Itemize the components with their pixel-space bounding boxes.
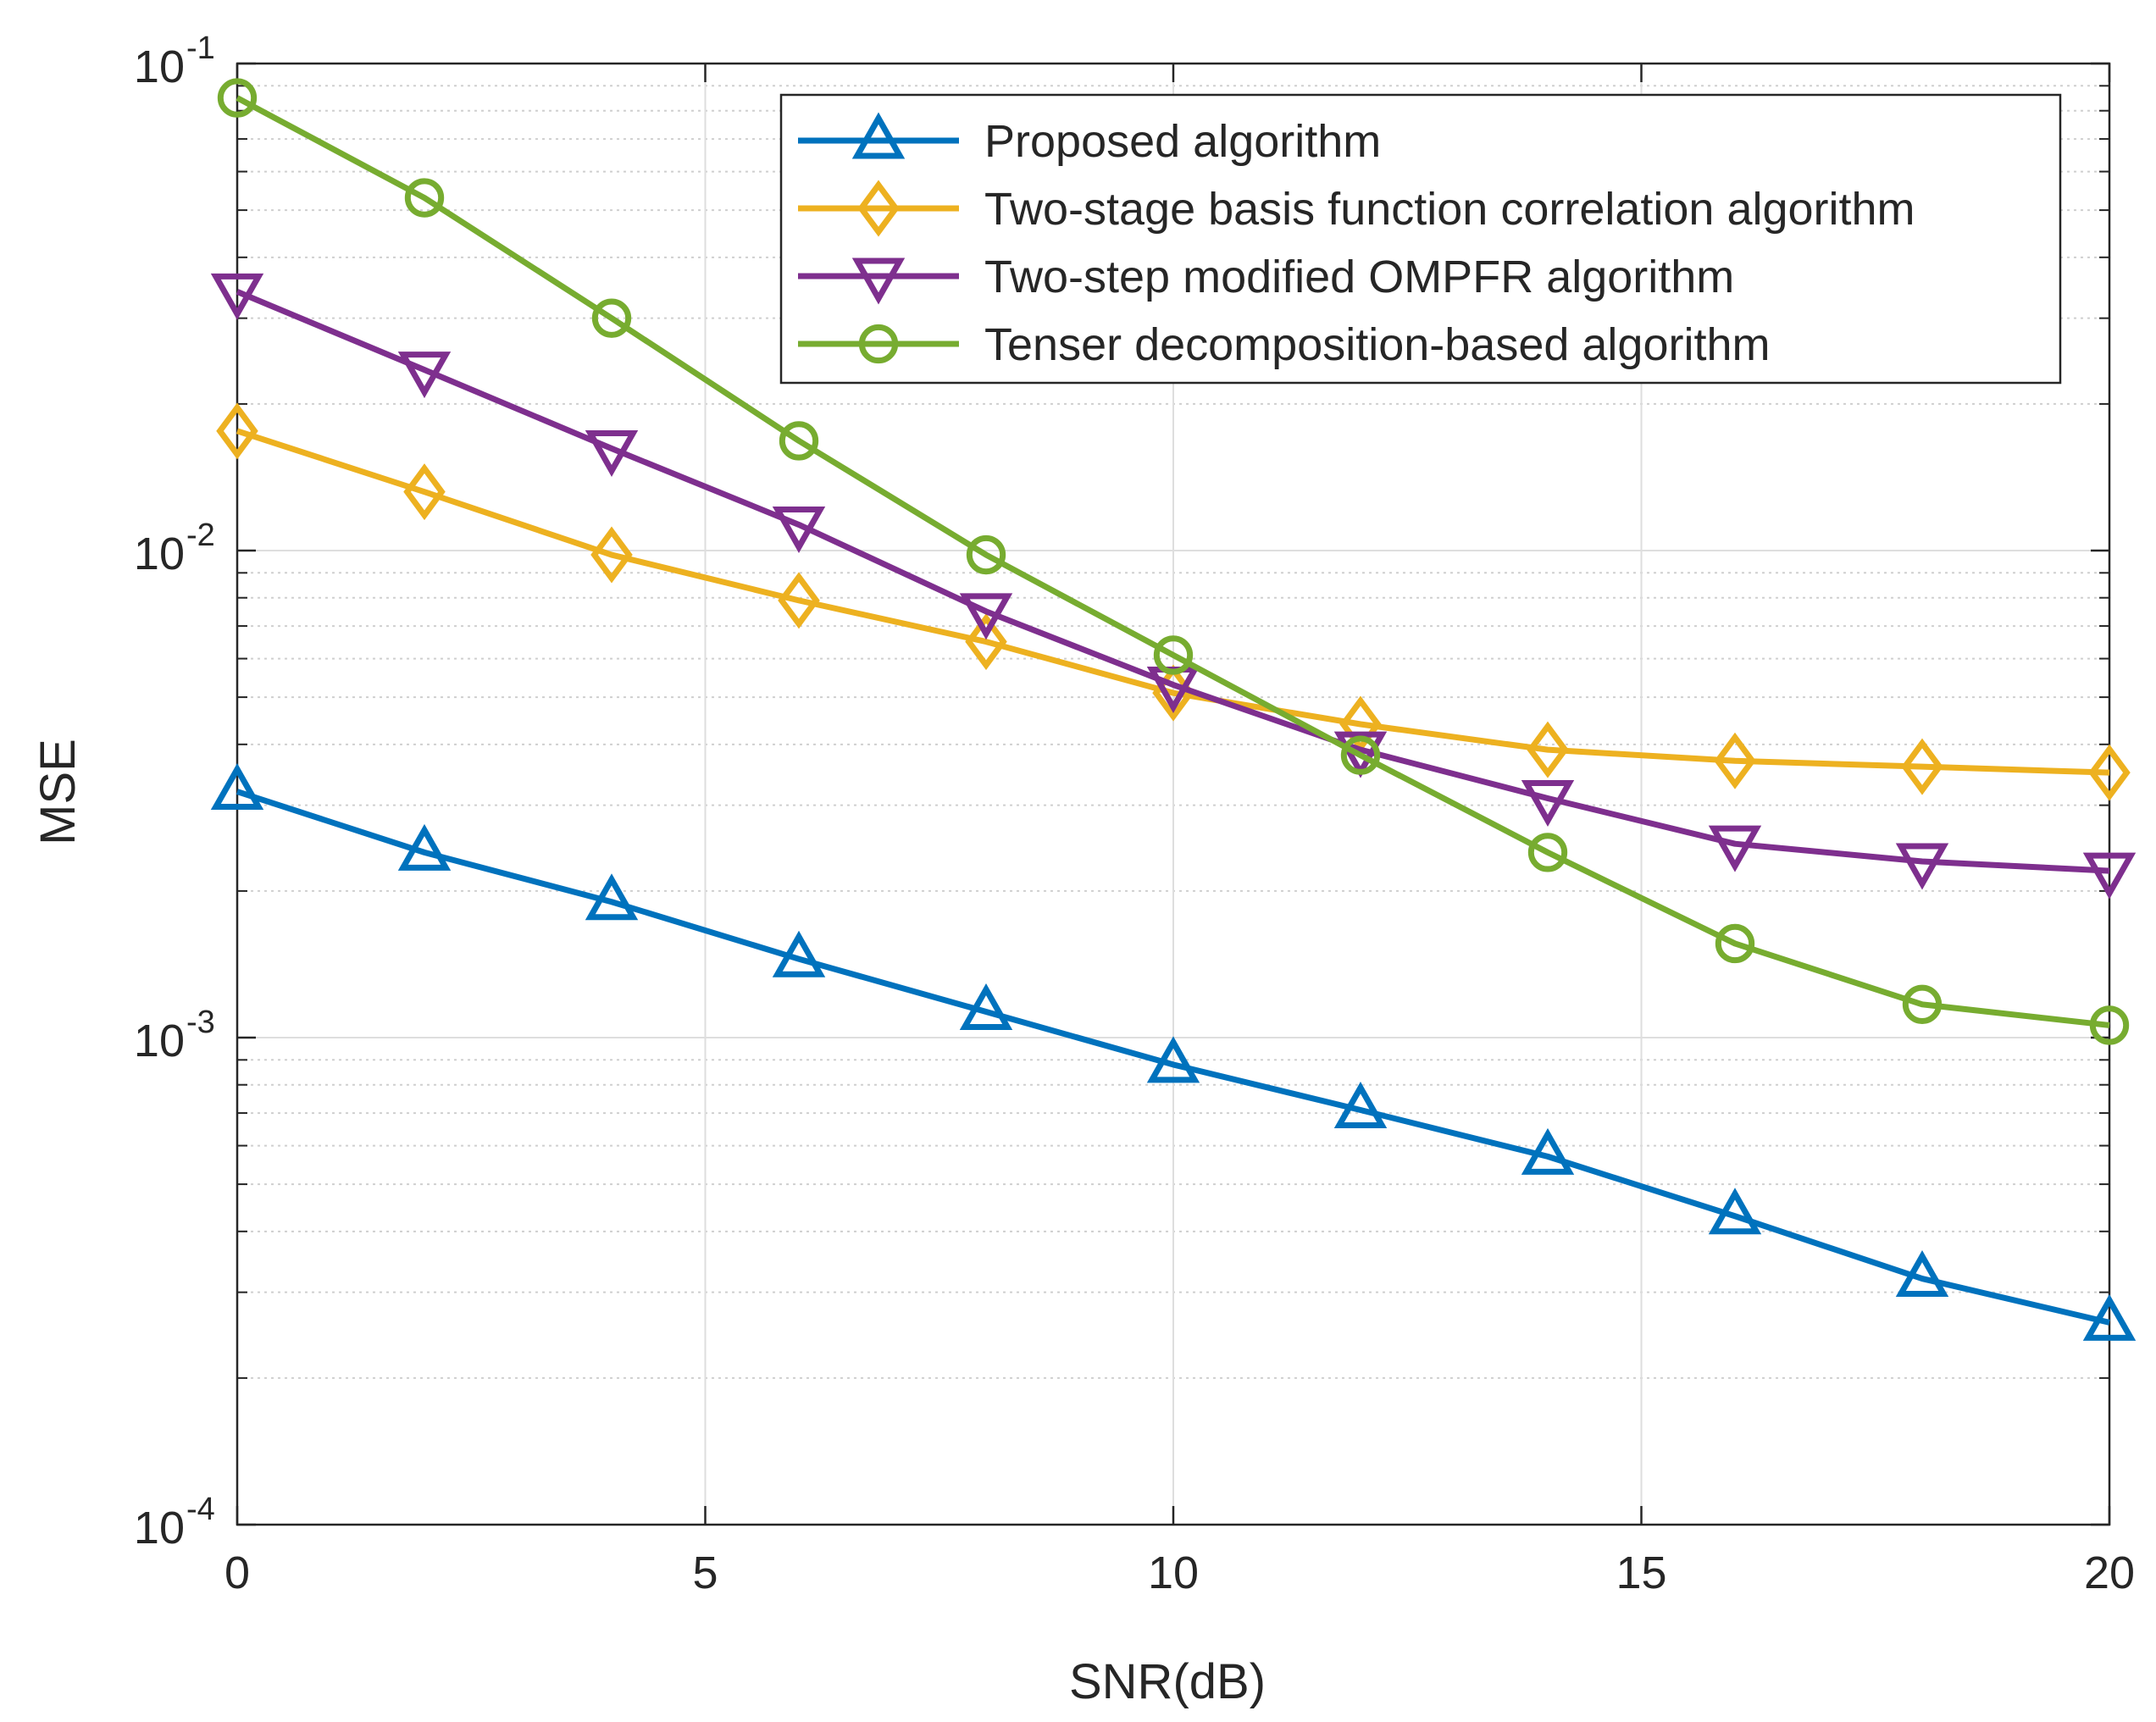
data-point [1340, 735, 1381, 775]
data-point [779, 421, 819, 461]
y-tick-label: 10 -2 [134, 518, 215, 579]
x-tick-label: 15 [1616, 1548, 1666, 1598]
legend-entry: Two-stage basis function correlation alg… [798, 180, 1915, 237]
legend-entry: Two-step modified OMPFR algorithm [798, 252, 1734, 305]
legend-swatch-marker [851, 112, 906, 159]
data-point [1527, 721, 1569, 778]
data-point [1714, 732, 1756, 789]
data-point [210, 273, 264, 320]
data-point [1146, 1036, 1200, 1083]
data-point [1708, 1188, 1762, 1235]
y-tick-exponent: -4 [186, 1492, 215, 1527]
data-point [216, 402, 258, 460]
y-tick-base: 10 [134, 529, 185, 579]
series-line [236, 428, 2110, 776]
data-point [1527, 833, 1568, 872]
data-point [1333, 731, 1388, 778]
data-point [1521, 779, 1575, 827]
y-tick-base: 10 [134, 1503, 185, 1553]
x-tick-label: 20 [2084, 1548, 2135, 1598]
series-4 [217, 78, 2130, 1045]
series-line [236, 789, 2110, 1326]
series-1 [210, 763, 2137, 1341]
data-point [959, 983, 1013, 1030]
data-point [1902, 984, 1943, 1024]
data-point [959, 593, 1013, 640]
y-tick-label: 10 -1 [134, 30, 215, 92]
data-point [585, 430, 639, 478]
legend-entry: Tenser decomposition-based algorithm [798, 319, 1771, 370]
data-point [965, 613, 1007, 671]
y-tick-exponent: -3 [186, 1005, 215, 1040]
legend-label: Tenser decomposition-based algorithm [984, 319, 1771, 370]
y-tick-label: 10 -4 [134, 1492, 215, 1553]
data-point [2082, 852, 2137, 900]
x-tick-label: 0 [224, 1548, 250, 1598]
legend-label: Two-step modified OMPFR algorithm [984, 252, 1734, 302]
data-point [585, 873, 639, 921]
data-point [404, 178, 445, 218]
data-point [590, 526, 633, 584]
x-axis-label: SNR(dB) [1069, 1654, 1266, 1709]
y-axis-label: MSE [30, 739, 86, 845]
y-tick-base: 10 [134, 1016, 185, 1066]
series-line [236, 95, 2110, 1028]
series-layer [210, 78, 2137, 1341]
legend-swatch-marker [857, 180, 900, 237]
data-point [1153, 635, 1194, 675]
data-point [778, 572, 820, 629]
data-point [217, 78, 258, 118]
legend-swatch-marker [858, 324, 899, 364]
data-point [1521, 1127, 1575, 1175]
legend-label: Proposed algorithm [984, 116, 1381, 167]
data-point [2089, 1005, 2130, 1045]
y-tick-base: 10 [134, 42, 185, 92]
data-point [772, 506, 826, 553]
data-point [397, 823, 452, 871]
legend-label: Two-stage basis function correlation alg… [984, 184, 1915, 235]
legend-swatch-marker [851, 257, 906, 305]
data-point [1901, 738, 1943, 795]
legend: Proposed algorithm Two-stage basis functi… [779, 93, 2062, 385]
data-point [403, 463, 446, 521]
data-point [966, 534, 1006, 575]
data-point [210, 763, 264, 811]
data-point [772, 930, 826, 977]
data-point [397, 352, 452, 399]
legend-box [779, 93, 2062, 385]
series-3 [210, 273, 2137, 900]
y-tick-exponent: -1 [186, 30, 215, 66]
data-point [1895, 843, 1949, 890]
series-line [236, 289, 2110, 874]
y-tick-exponent: -2 [186, 518, 215, 553]
data-point [2088, 744, 2131, 801]
data-point [591, 298, 632, 338]
data-point [1333, 1082, 1388, 1129]
y-tick-label: 10 -3 [134, 1005, 215, 1066]
x-tick-label: 10 [1148, 1548, 1199, 1598]
x-tick-label: 5 [692, 1548, 718, 1598]
data-point [1895, 1250, 1949, 1298]
data-point [2082, 1293, 2137, 1341]
series-2 [216, 402, 2131, 801]
data-point [1715, 923, 1755, 964]
data-point [1708, 825, 1762, 872]
legend-entry: Proposed algorithm [798, 112, 1381, 167]
